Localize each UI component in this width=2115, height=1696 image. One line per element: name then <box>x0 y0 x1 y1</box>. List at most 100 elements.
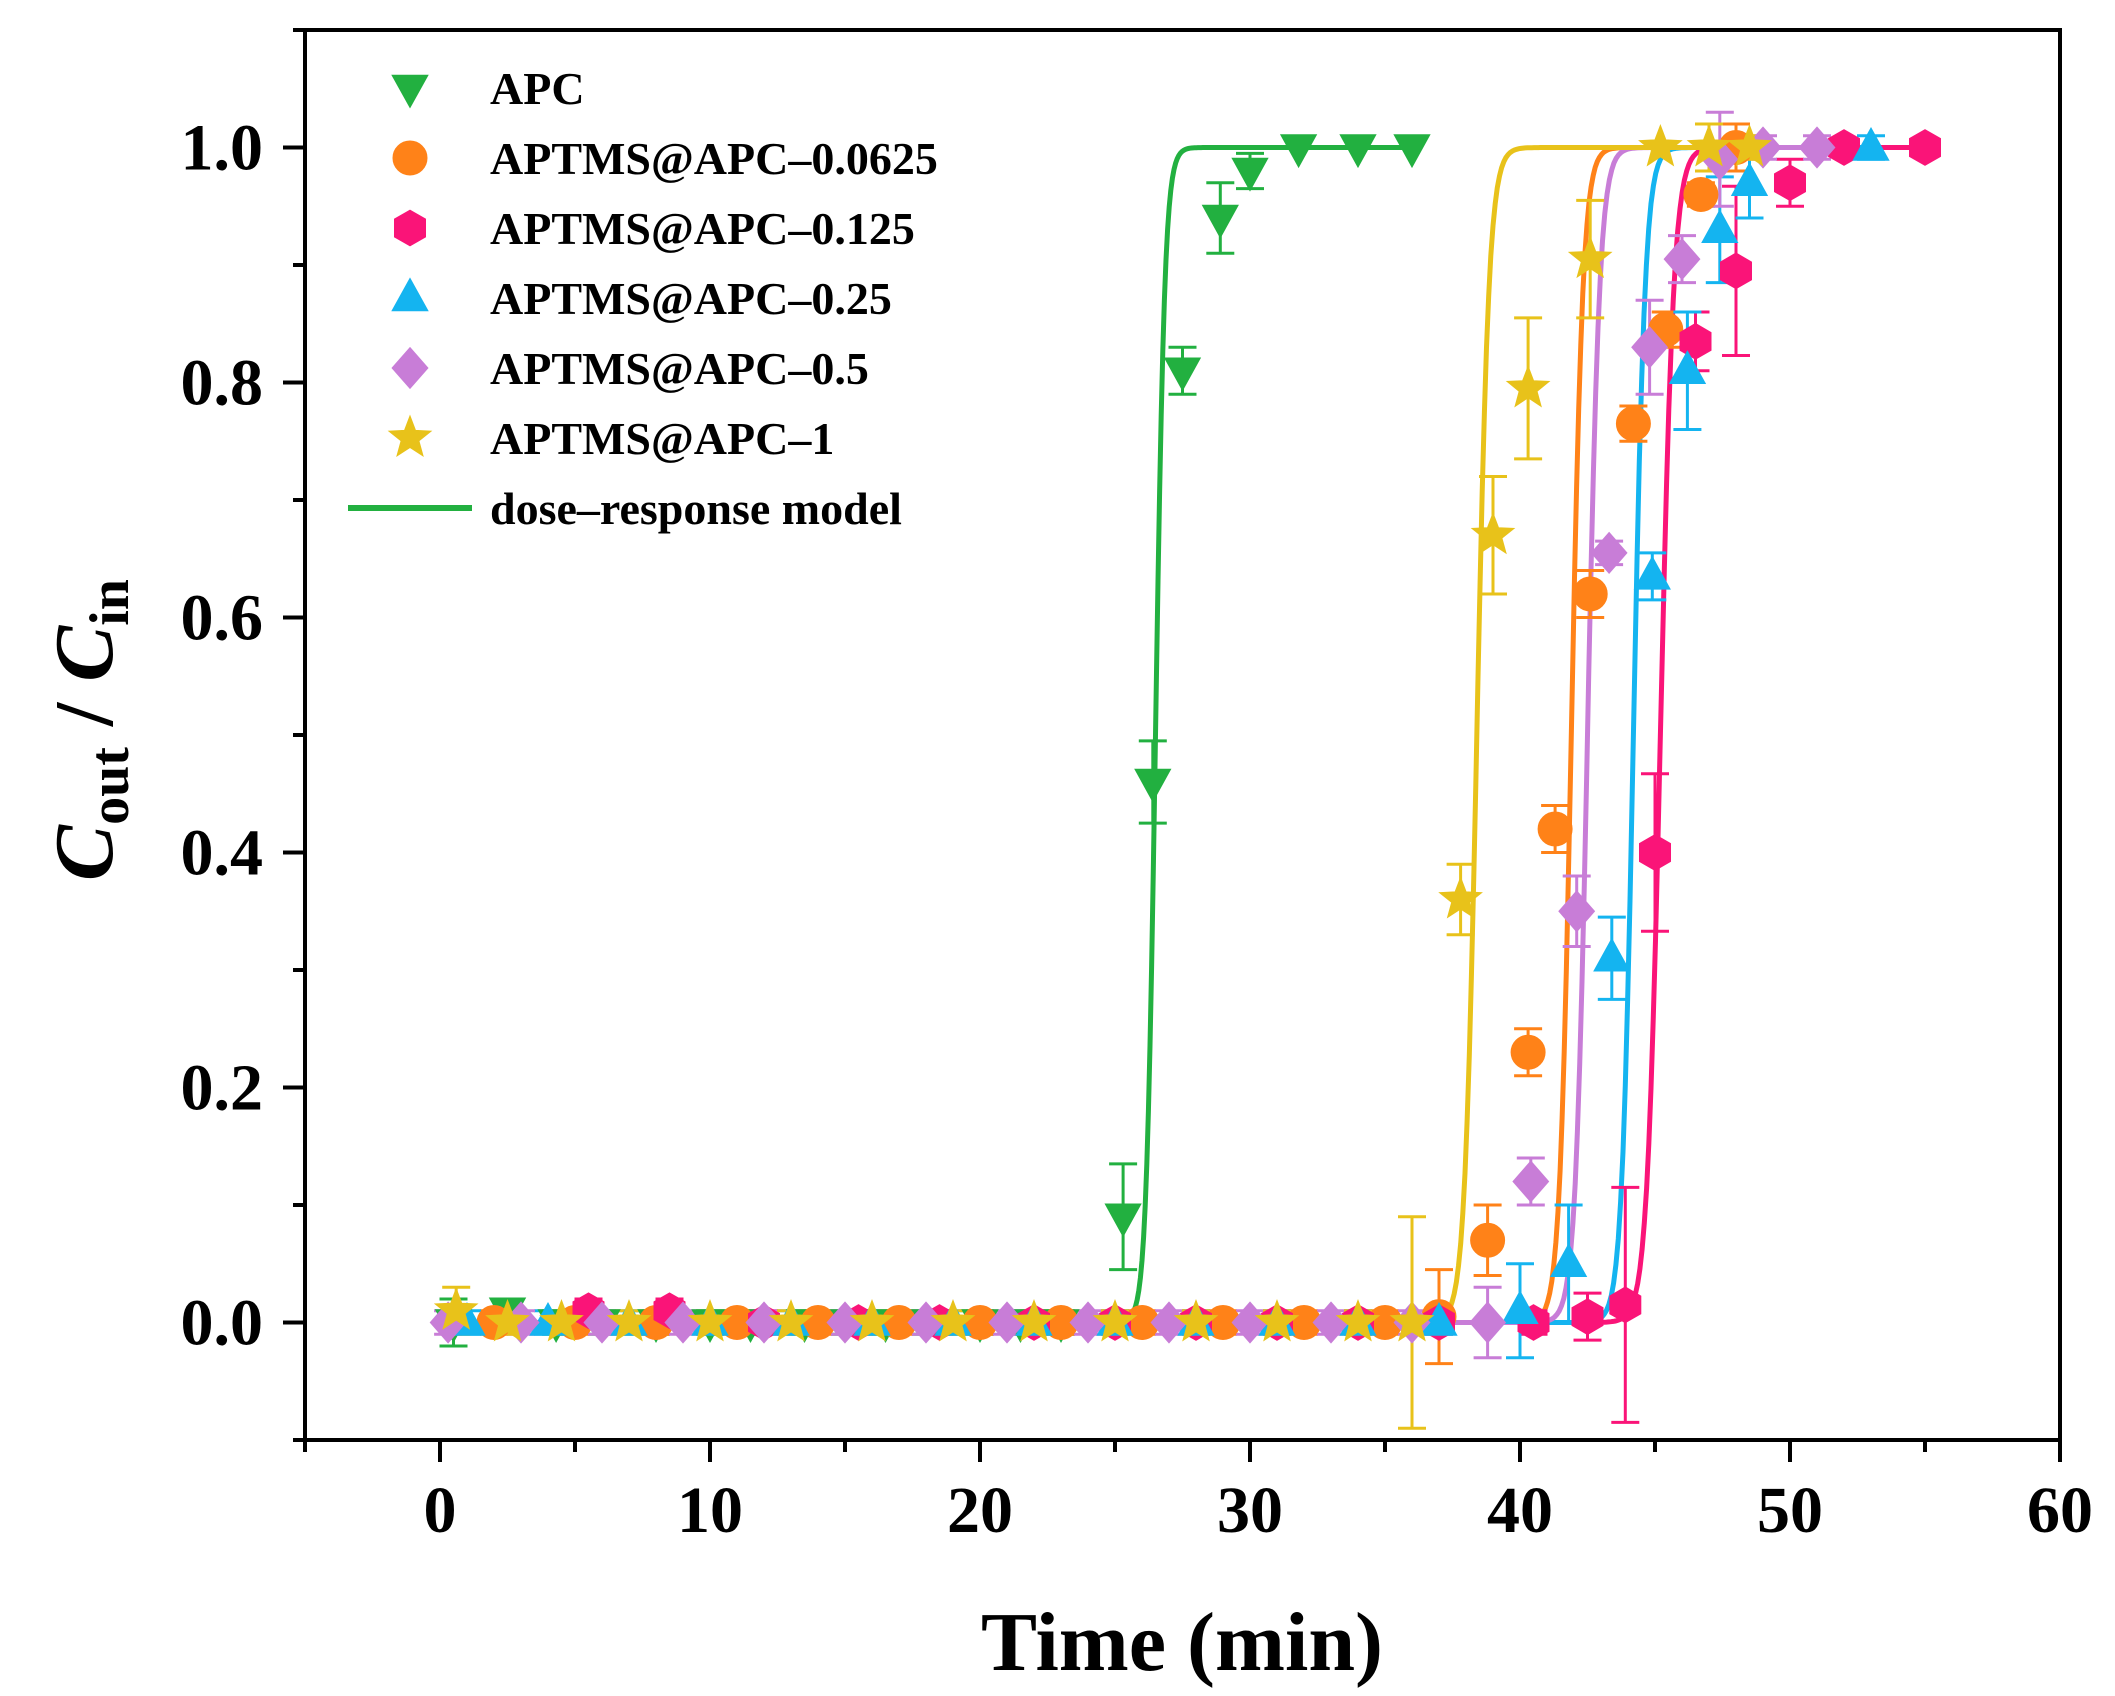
marker-aptms-apc-0-25 <box>1593 937 1631 972</box>
marker-aptms-apc-1 <box>1638 123 1683 167</box>
legend-label: APTMS@APC–1 <box>490 413 834 464</box>
data-markers <box>429 123 1941 1344</box>
marker-aptms-apc-0-5 <box>1663 237 1701 281</box>
marker-aptms-apc-1 <box>539 1298 584 1342</box>
marker-aptms-apc-0-5 <box>1631 326 1669 369</box>
legend-marker <box>391 74 429 109</box>
marker-aptms-apc-0-5 <box>1150 1301 1188 1344</box>
legend-label: APTMS@APC–0.5 <box>490 343 869 394</box>
marker-aptms-apc-0-5 <box>1558 890 1596 933</box>
marker-aptms-apc-1 <box>485 1298 530 1342</box>
marker-aptms-apc-0-25 <box>1501 1290 1539 1324</box>
marker-aptms-apc-0-0625 <box>1537 811 1573 847</box>
legend-marker <box>394 209 426 247</box>
y-tick-label: 0.4 <box>181 817 264 890</box>
legend-label: dose–response model <box>490 483 902 534</box>
x-tick-label: 30 <box>1217 1474 1283 1547</box>
marker-aptms-apc-1 <box>1335 1298 1381 1342</box>
marker-aptms-apc-1 <box>1254 1298 1300 1342</box>
marker-aptms-apc-0-25 <box>1701 209 1739 243</box>
marker-aptms-apc-0-5 <box>1312 1301 1350 1344</box>
y-tick-label: 0.0 <box>181 1287 264 1360</box>
marker-aptms-apc-0-125 <box>1679 322 1712 360</box>
marker-aptms-apc-0-0625 <box>1572 576 1608 612</box>
marker-aptms-apc-1 <box>768 1298 814 1342</box>
marker-aptms-apc-0-125 <box>1571 1298 1604 1336</box>
y-tick-label: 0.6 <box>181 582 264 655</box>
marker-aptms-apc-0-25 <box>1633 555 1671 590</box>
marker-aptms-apc-0-125 <box>1774 164 1806 202</box>
marker-aptms-apc-0-25 <box>1730 162 1769 196</box>
marker-apc <box>1279 134 1318 169</box>
marker-aptms-apc-0-5 <box>1231 1301 1269 1344</box>
legend-item-apc: APC <box>391 63 585 114</box>
legend-item-aptms-apc-0-0625: APTMS@APC–0.0625 <box>392 133 938 184</box>
marker-aptms-apc-1 <box>849 1298 895 1342</box>
marker-aptms-apc-0-25 <box>1549 1243 1588 1277</box>
marker-aptms-apc-0-5 <box>1469 1301 1507 1344</box>
marker-aptms-apc-1 <box>1173 1298 1219 1342</box>
x-tick-label: 0 <box>424 1474 457 1547</box>
y-axis-title-in: in <box>79 579 141 626</box>
marker-aptms-apc-1 <box>1092 1298 1138 1342</box>
marker-aptms-apc-0-0625 <box>1683 177 1719 212</box>
x-tick-label: 10 <box>677 1474 743 1547</box>
legend-marker <box>391 346 429 390</box>
legend-item-aptms-apc-0-125: APTMS@APC–0.125 <box>394 203 915 254</box>
x-tick-label: 50 <box>1757 1474 1823 1547</box>
marker-aptms-apc-1 <box>1567 235 1613 279</box>
marker-apc <box>1104 1203 1142 1238</box>
legend-label: APTMS@APC–0.0625 <box>490 133 938 184</box>
marker-aptms-apc-0-25 <box>1668 350 1707 384</box>
marker-aptms-apc-0-125 <box>1639 834 1671 871</box>
marker-aptms-apc-0-5 <box>1069 1301 1107 1344</box>
legend-marker <box>392 140 428 176</box>
marker-aptms-apc-1 <box>433 1287 479 1330</box>
y-axis-title: Cout / Cin <box>38 579 141 881</box>
marker-apc <box>1231 157 1269 192</box>
marker-aptms-apc-0-25 <box>1852 126 1890 161</box>
marker-aptms-apc-0-0625 <box>1615 406 1651 442</box>
y-tick-label: 0.8 <box>181 347 264 420</box>
marker-apc <box>1339 134 1377 169</box>
y-axis-title-c: C <box>38 824 131 881</box>
legend-item-aptms-apc-1: APTMS@APC–1 <box>387 413 834 464</box>
legend-marker <box>387 414 433 458</box>
x-tick-label: 20 <box>947 1474 1013 1547</box>
legend: APC APTMS@APC–0.0625 APTMS@APC–0.125 APTMS@… <box>348 63 938 534</box>
marker-apc <box>1201 204 1239 239</box>
marker-aptms-apc-0-5 <box>1512 1160 1550 1203</box>
marker-aptms-apc-1 <box>1011 1298 1057 1342</box>
y-axis-title-sep: / <box>38 682 131 747</box>
marker-aptms-apc-0-125 <box>1909 129 1941 166</box>
marker-aptms-apc-1 <box>1505 364 1551 408</box>
x-tick-label: 60 <box>2027 1474 2093 1547</box>
y-axis-title-c2: C <box>38 625 131 682</box>
marker-aptms-apc-1 <box>1686 123 1732 167</box>
marker-aptms-apc-0-0625 <box>1510 1034 1546 1070</box>
marker-aptms-apc-0-125 <box>1828 129 1860 166</box>
y-tick-label: 1.0 <box>181 112 264 185</box>
marker-aptms-apc-0-125 <box>1609 1286 1642 1324</box>
marker-aptms-apc-0-5 <box>1798 126 1836 169</box>
legend-item-aptms-apc-0-25: APTMS@APC–0.25 <box>391 273 892 324</box>
marker-apc <box>1134 768 1172 803</box>
marker-aptms-apc-1 <box>930 1298 976 1342</box>
marker-aptms-apc-1 <box>1438 875 1483 919</box>
y-axis-title-out: out <box>79 747 141 825</box>
legend-marker <box>391 277 429 312</box>
marker-aptms-apc-1 <box>1727 123 1772 167</box>
marker-apc <box>1163 357 1202 392</box>
marker-aptms-apc-0-0625 <box>1470 1222 1506 1258</box>
y-tick-label: 0.2 <box>181 1052 264 1125</box>
legend-item-dose-response-model: dose–response model <box>348 483 902 534</box>
legend-label: APTMS@APC–0.25 <box>490 273 892 324</box>
marker-apc <box>1393 134 1431 169</box>
legend-label: APTMS@APC–0.125 <box>490 203 915 254</box>
legend-label: APC <box>490 63 585 114</box>
marker-aptms-apc-0-5 <box>1590 531 1628 575</box>
marker-aptms-apc-0-125 <box>1720 252 1752 290</box>
marker-aptms-apc-0-25 <box>1420 1301 1458 1336</box>
marker-aptms-apc-1 <box>687 1298 733 1342</box>
